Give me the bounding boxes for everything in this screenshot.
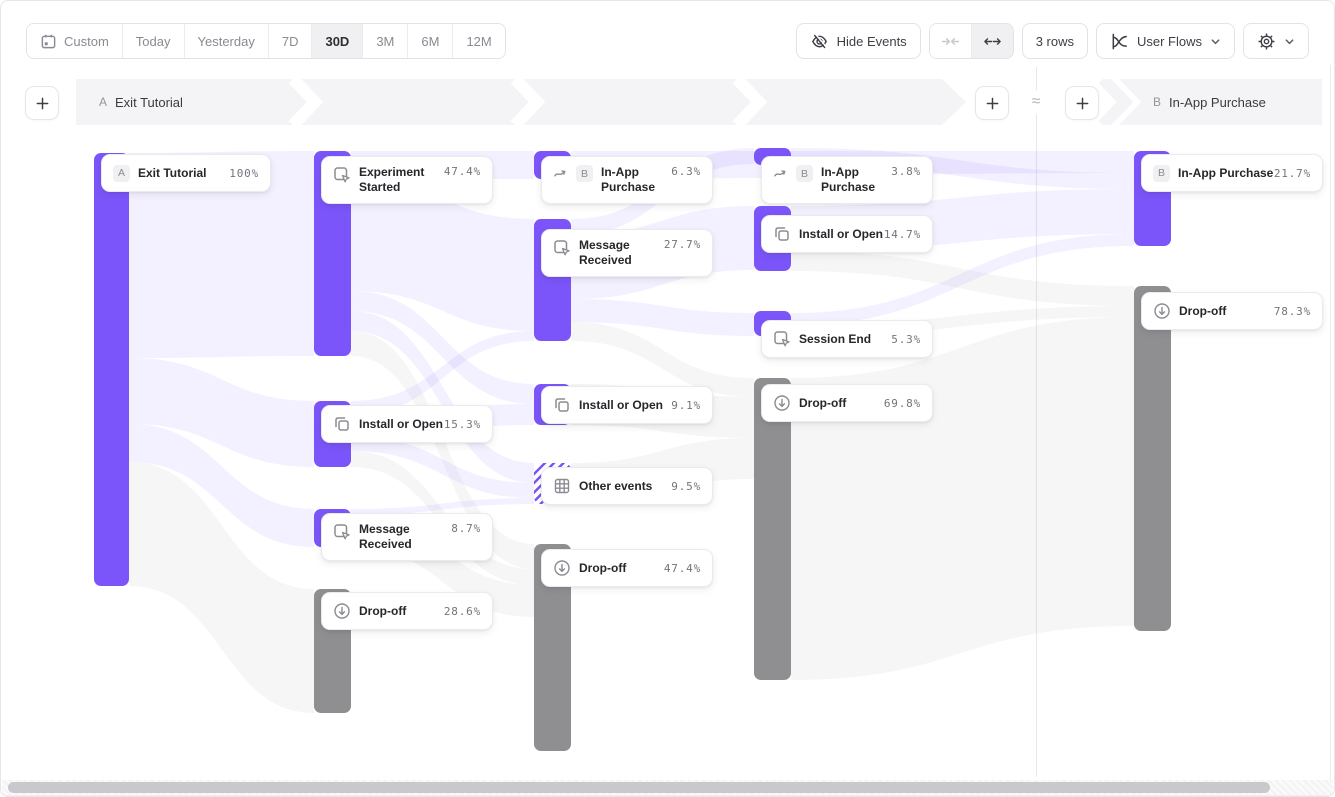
add-step-right-button[interactable] — [1065, 86, 1099, 120]
settings-button[interactable] — [1243, 23, 1309, 59]
arrows-collapse-icon — [941, 37, 959, 45]
step-b-title: In-App Purchase — [1169, 94, 1266, 110]
plus-icon — [986, 97, 998, 109]
calendar-icon — [41, 34, 56, 48]
node-exit-tutorial[interactable]: A Exit Tutorial 100% — [101, 154, 271, 192]
footer-strip — [1, 795, 1334, 796]
gear-icon — [1258, 33, 1275, 49]
step-b-header[interactable]: B In-App Purchase — [1153, 79, 1266, 125]
horizontal-scrollbar-thumb[interactable] — [8, 782, 1270, 793]
series-b-badge: B — [1153, 164, 1170, 182]
flow-link — [351, 291, 534, 404]
dropoff-icon — [553, 559, 571, 577]
jump-arrow-icon — [553, 166, 568, 181]
date-range-custom[interactable]: Custom — [27, 24, 123, 58]
node-inapp-purchase-end[interactable]: B In-App Purchase 21.7% — [1141, 154, 1323, 192]
copies-icon — [333, 415, 351, 433]
add-step-middle-button[interactable] — [975, 86, 1009, 120]
date-range-today[interactable]: Today — [122, 24, 185, 58]
step-band-b[interactable] — [1119, 79, 1322, 125]
jump-arrow-icon — [773, 166, 788, 181]
node-dropoff-step2[interactable]: Drop-off 28.6% — [321, 592, 493, 630]
dropoff-icon — [1153, 302, 1171, 320]
expand-columns-button[interactable] — [971, 24, 1013, 58]
flow-link — [351, 331, 534, 415]
flow-link-dropoff — [791, 317, 1134, 680]
chevron-down-icon — [1211, 38, 1220, 44]
node-install-or-open-3[interactable]: Install or Open 14.7% — [761, 215, 933, 253]
node-dropoff-end[interactable]: Drop-off 78.3% — [1141, 292, 1323, 330]
eye-off-icon — [811, 33, 827, 48]
node-message-received-2[interactable]: Message Received 27.7% — [541, 229, 713, 277]
flow-link-dropoff — [791, 251, 1134, 306]
node-message-received[interactable]: Message Received 8.7% — [321, 513, 493, 561]
node-experiment-started[interactable]: Experiment Started 47.4% — [321, 156, 493, 204]
section-divider — [1036, 67, 1037, 777]
action-event-icon — [333, 166, 351, 184]
node-dropoff-step4[interactable]: Drop-off 69.8% — [761, 384, 933, 422]
step-a-title: Exit Tutorial — [115, 94, 183, 110]
flow-link-dropoff — [129, 462, 314, 713]
node-session-end[interactable]: Session End 5.3% — [761, 320, 933, 358]
step-a-header[interactable]: A Exit Tutorial — [99, 79, 183, 125]
rows-button[interactable]: 3 rows — [1021, 23, 1088, 59]
series-b-badge: B — [576, 165, 593, 182]
copies-icon — [773, 225, 791, 243]
date-range-yesterday[interactable]: Yesterday — [184, 24, 269, 58]
plus-icon — [36, 97, 48, 109]
copies-icon — [553, 396, 571, 414]
date-range-6m[interactable]: 6M — [408, 24, 454, 58]
toolbar-right: Hide Events 3 rows User Flows — [795, 23, 1309, 59]
step-separator-chevron — [510, 79, 546, 125]
action-event-icon — [333, 523, 351, 541]
hide-events-button[interactable]: Hide Events — [795, 23, 921, 59]
bar-exit-tutorial[interactable] — [94, 153, 129, 586]
step-header-bands — [76, 79, 1322, 125]
action-event-icon — [773, 330, 791, 348]
plus-icon — [1076, 97, 1088, 109]
node-inapp-purchase-jump-1[interactable]: B In-App Purchase 6.3% — [541, 156, 713, 204]
node-dropoff-step3[interactable]: Drop-off 47.4% — [541, 549, 713, 587]
date-range-7d[interactable]: 7D — [268, 24, 313, 58]
arrows-expand-icon — [983, 37, 1001, 45]
column-width-toggle — [928, 23, 1014, 59]
approx-connector: ≈ — [1023, 90, 1049, 114]
dropoff-icon — [773, 394, 791, 412]
action-event-icon — [553, 239, 571, 257]
step-band-b-chevron — [1098, 79, 1134, 125]
flow-link — [571, 299, 754, 336]
node-install-or-open-2[interactable]: Install or Open 9.1% — [541, 386, 713, 424]
flow-link — [351, 436, 534, 498]
flow-link — [351, 311, 534, 483]
date-range-12m[interactable]: 12M — [453, 24, 505, 58]
horizontal-scrollbar-track[interactable] — [2, 780, 1333, 795]
date-range-picker: Custom Today Yesterday 7D 30D 3M 6M 12M — [26, 23, 506, 59]
series-b-badge: B — [1153, 95, 1162, 109]
step-separator-chevron — [732, 79, 768, 125]
flow-link — [129, 424, 314, 547]
grid-icon — [553, 477, 571, 495]
series-a-badge: A — [113, 164, 130, 182]
chevron-down-icon — [1285, 38, 1294, 44]
collapse-columns-button[interactable] — [929, 24, 972, 58]
node-inapp-purchase-jump-2[interactable]: B In-App Purchase 3.8% — [761, 156, 933, 204]
flow-link — [129, 358, 314, 467]
user-flows-icon — [1112, 33, 1127, 49]
node-other-events[interactable]: Other events 9.5% — [541, 467, 713, 505]
bar-dropoff-end[interactable] — [1134, 286, 1171, 631]
step-separator-chevron — [288, 79, 324, 125]
dropoff-icon — [333, 602, 351, 620]
canvas-right-border — [1330, 65, 1331, 780]
series-a-badge: A — [99, 95, 108, 109]
add-step-left-button[interactable] — [25, 86, 59, 120]
date-range-30d[interactable]: 30D — [312, 24, 364, 58]
series-b-badge: B — [796, 165, 813, 182]
toolbar: Custom Today Yesterday 7D 30D 3M 6M 12M … — [26, 23, 1309, 59]
view-selector-button[interactable]: User Flows — [1095, 23, 1235, 59]
date-range-3m[interactable]: 3M — [363, 24, 409, 58]
bar-dropoff-step4[interactable] — [754, 378, 791, 680]
node-install-or-open[interactable]: Install or Open 15.3% — [321, 405, 493, 443]
